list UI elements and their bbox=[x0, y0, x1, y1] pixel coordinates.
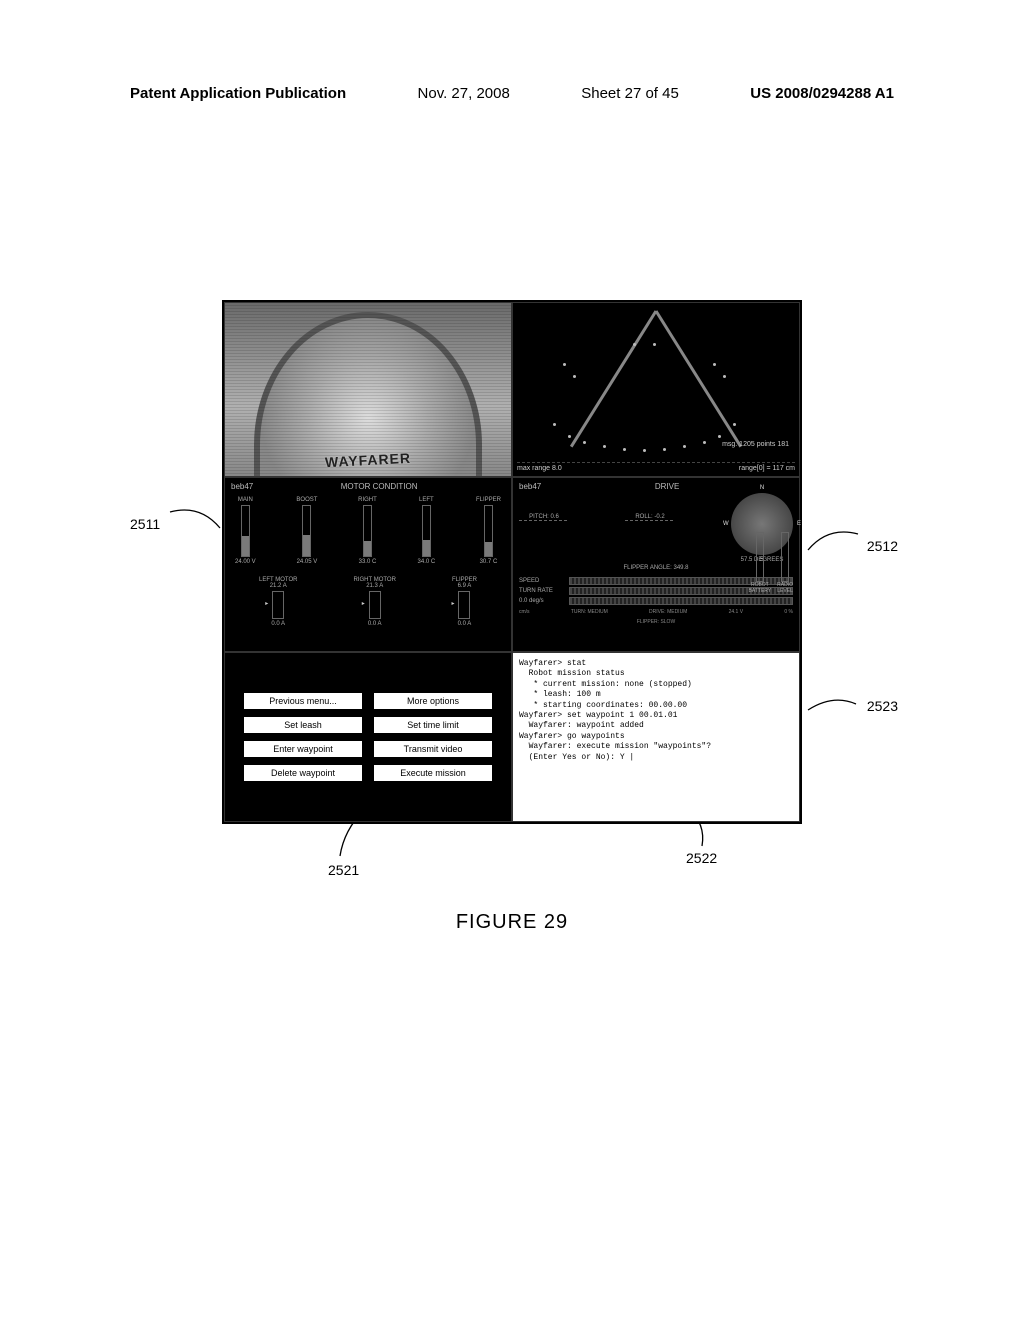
pitch-gauge: PITCH: 0.6 bbox=[519, 514, 569, 542]
drive-panel: beb47 DRIVE PITCH: 0.6 ROLL: -0.2 N S bbox=[512, 477, 800, 652]
publication-date: Nov. 27, 2008 bbox=[418, 85, 510, 102]
scan-footer: max range 8.0 range[0] = 117 cm bbox=[517, 462, 795, 472]
publication-number: US 2008/0294288 A1 bbox=[750, 85, 894, 102]
scan-stats: msg. 1205 points 181 bbox=[722, 441, 789, 448]
scan-point bbox=[663, 448, 666, 451]
amperage-gauge: LEFT MOTOR21.2 A0.0 A bbox=[259, 577, 297, 627]
previous-menu-button[interactable]: Previous menu... bbox=[243, 692, 363, 710]
scan-point bbox=[683, 445, 686, 448]
compass-e: E bbox=[797, 521, 801, 527]
scan-point bbox=[718, 435, 721, 438]
motor-gauge: FLIPPER30.7 C bbox=[476, 497, 501, 565]
execute-mission-button[interactable]: Execute mission bbox=[373, 764, 493, 782]
scan-point bbox=[733, 423, 736, 426]
roll-gauge: ROLL: -0.2 bbox=[625, 514, 675, 542]
drive-setting: DRIVE: MEDIUM bbox=[649, 609, 687, 615]
compass-w: W bbox=[723, 521, 729, 527]
scan-point bbox=[563, 363, 566, 366]
scan-point bbox=[643, 449, 646, 452]
speed-label: SPEED bbox=[519, 578, 565, 584]
scanline-overlay bbox=[225, 303, 511, 476]
console-terminal[interactable]: Wayfarer> stat Robot mission status * cu… bbox=[512, 652, 800, 822]
motor-condition-panel: beb47 MOTOR CONDITION MAIN24.00 V BOOST24… bbox=[224, 477, 512, 652]
scan-point bbox=[568, 435, 571, 438]
scan-point bbox=[723, 375, 726, 378]
scan-point bbox=[653, 343, 656, 346]
more-options-button[interactable]: More options bbox=[373, 692, 493, 710]
command-menu-panel: Previous menu... More options Set leash … bbox=[224, 652, 512, 822]
scan-point bbox=[583, 441, 586, 444]
delete-waypoint-button[interactable]: Delete waypoint bbox=[243, 764, 363, 782]
figure-label: FIGURE 29 bbox=[456, 911, 568, 934]
transmit-video-button[interactable]: Transmit video bbox=[373, 740, 493, 758]
page-header: Patent Application Publication Nov. 27, … bbox=[130, 85, 894, 102]
motor-hostname: beb47 bbox=[231, 482, 253, 491]
publication-type: Patent Application Publication bbox=[130, 85, 346, 102]
radio-percent: 0 % bbox=[784, 609, 793, 615]
set-time-limit-button[interactable]: Set time limit bbox=[373, 716, 493, 734]
turn-rate-val: 0.0 deg/s bbox=[519, 598, 565, 604]
battery-voltage: 24.1 V bbox=[729, 609, 743, 615]
amperage-gauge: FLIPPER6.9 A0.0 A bbox=[452, 577, 477, 627]
enter-waypoint-button[interactable]: Enter waypoint bbox=[243, 740, 363, 758]
range-reading: range[0] = 117 cm bbox=[739, 465, 795, 472]
scan-point bbox=[553, 423, 556, 426]
voltage-temp-gauges: MAIN24.00 V BOOST24.05 V RIGHT33.0 C LEFT34… bbox=[231, 497, 505, 565]
turn-setting: TURN: MEDIUM bbox=[571, 609, 608, 615]
speed-units: cm/s bbox=[519, 609, 530, 615]
camera-view-panel: WAYFARER bbox=[224, 302, 512, 477]
amperage-gauge: RIGHT MOTOR21.3 A0.0 A bbox=[353, 577, 395, 627]
set-leash-button[interactable]: Set leash bbox=[243, 716, 363, 734]
scan-point bbox=[633, 343, 636, 346]
scan-point bbox=[603, 445, 606, 448]
gui-screen: WAYFARER msg. 1205 points 181 max range … bbox=[222, 300, 802, 824]
battery-radio-bars: ROBOT BATTERY RADIO LEVEL bbox=[749, 532, 793, 594]
flipper-setting: FLIPPER: SLOW bbox=[637, 619, 675, 625]
scan-point bbox=[713, 363, 716, 366]
compass-n: N bbox=[760, 485, 764, 491]
figure-container: 2511 2512 2523 2521 2522 WAYFARER msg. 1… bbox=[170, 300, 854, 824]
max-range-label: max range 8.0 bbox=[517, 465, 562, 472]
turn-rate-label: TURN RATE bbox=[519, 588, 565, 594]
motor-gauge: RIGHT33.0 C bbox=[358, 497, 377, 565]
sheet-number: Sheet 27 of 45 bbox=[581, 85, 679, 102]
drive-panel-title: DRIVE bbox=[655, 482, 679, 491]
motor-gauge: MAIN24.00 V bbox=[235, 497, 256, 565]
scan-point bbox=[573, 375, 576, 378]
amperage-gauges: LEFT MOTOR21.2 A0.0 A RIGHT MOTOR21.3 A0.… bbox=[231, 577, 505, 627]
scan-point bbox=[623, 448, 626, 451]
aux-slider[interactable] bbox=[569, 597, 793, 605]
motor-gauge: BOOST24.05 V bbox=[296, 497, 317, 565]
range-scan-panel: msg. 1205 points 181 max range 8.0 range… bbox=[512, 302, 800, 477]
motor-gauge: LEFT34.0 C bbox=[418, 497, 436, 565]
scan-point bbox=[703, 441, 706, 444]
motor-panel-title: MOTOR CONDITION bbox=[341, 482, 418, 491]
drive-hostname: beb47 bbox=[519, 482, 541, 491]
